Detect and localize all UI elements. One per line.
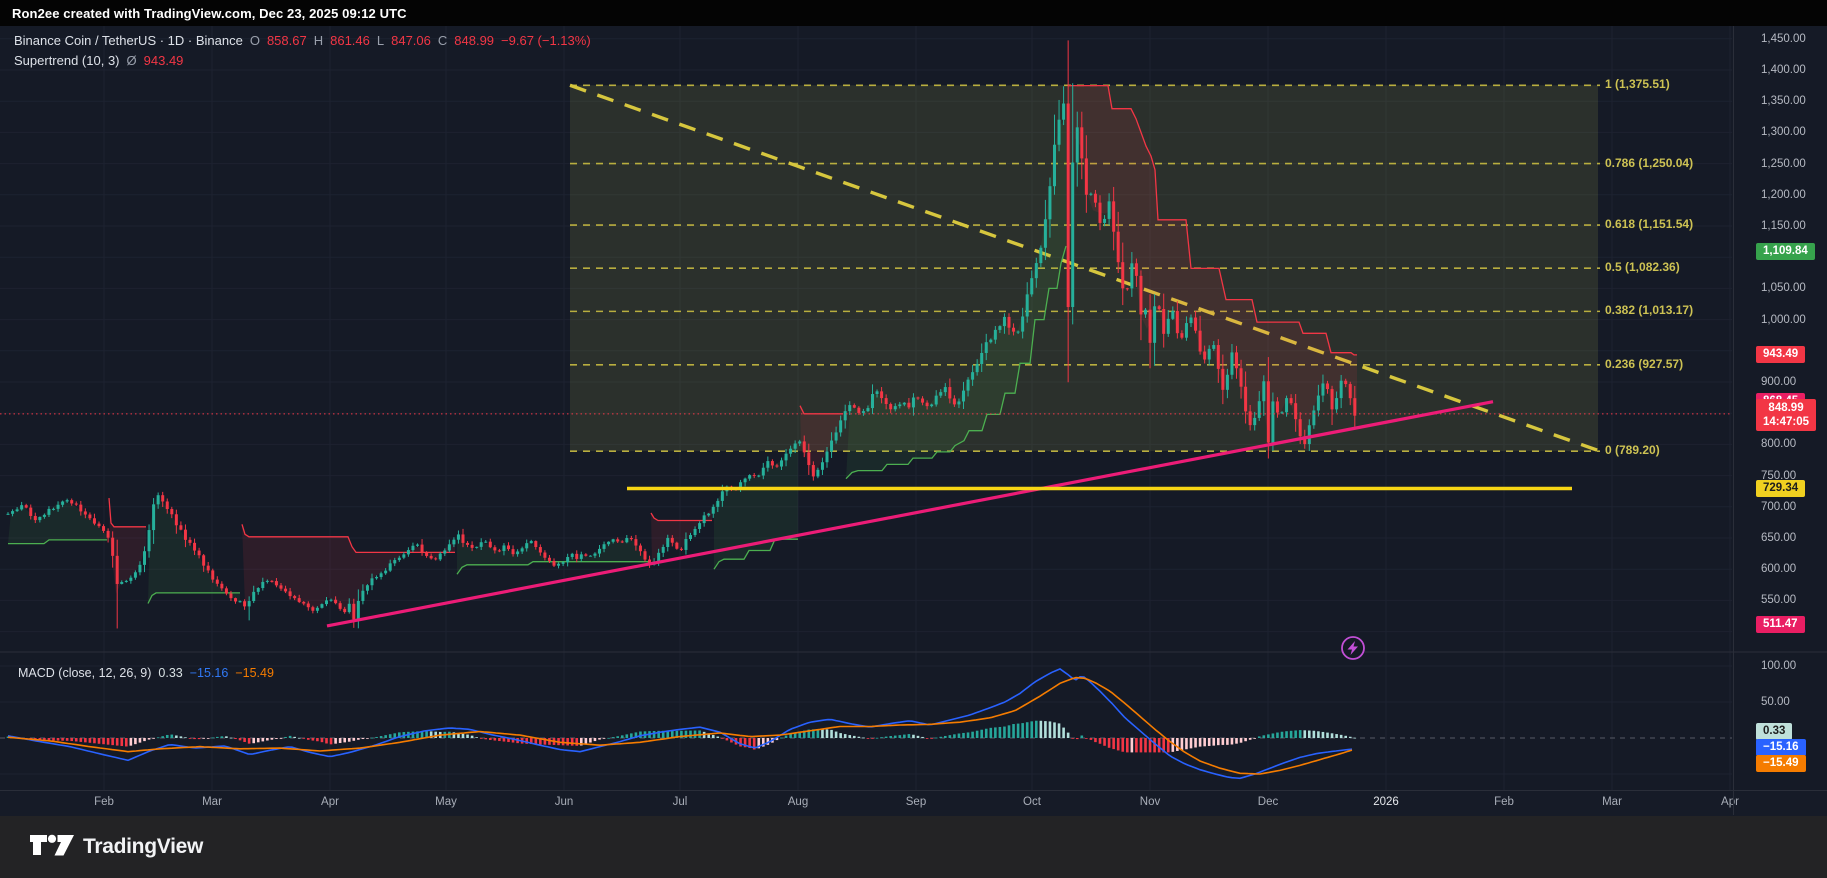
price-tick: 1,400.00 [1761, 64, 1806, 76]
magenta-trendline[interactable] [326, 400, 1494, 628]
price-badge: 943.49 [1756, 346, 1806, 364]
tradingview-brand-text[interactable]: TradingView [83, 834, 204, 858]
supertrend-indicator [8, 84, 1357, 622]
supertrend-legend-seg-2: 943.49 [143, 53, 184, 68]
fib-trendline-dashed [569, 83, 1601, 453]
chart-canvas[interactable] [0, 26, 1827, 815]
time-tick-aug: Aug [787, 796, 809, 808]
time-tick-feb: Feb [1494, 796, 1514, 808]
time-tick-apr: Apr [321, 796, 339, 808]
fib-level-label-1: 0.786 (1,250.04) [1605, 155, 1694, 170]
symbol-legend-seg-5: L [376, 33, 385, 48]
time-tick-dec: Dec [1257, 796, 1279, 808]
price-tick: 1,200.00 [1761, 188, 1806, 201]
symbol-legend-seg-8: 848.99 [454, 33, 495, 48]
symbol-legend-seg-4: 861.46 [330, 33, 370, 48]
fib-level-label-4: 0.382 (1,013.17) [1605, 303, 1694, 318]
fib-level-label-0: 1 (1,375.51) [1605, 77, 1670, 92]
price-tick: 1,350.00 [1761, 95, 1806, 108]
attribution-bar: Ron2ee created with TradingView.com, Dec… [0, 0, 1827, 26]
price-badge: −15.16 [1756, 738, 1806, 756]
macd-legend-seg-3: −15.49 [235, 666, 274, 680]
price-tick: 1,250.00 [1761, 157, 1806, 170]
price-badge: 0.33 [1756, 722, 1793, 740]
macd-legend[interactable]: MACD (close, 12, 26, 9) 0.33 −15.16 −15.49 [18, 666, 274, 680]
symbol-legend-seg-6: 847.06 [391, 33, 431, 48]
time-tick-mar: Mar [202, 796, 222, 808]
price-badge: −15.49 [1756, 754, 1806, 772]
supertrend-legend[interactable]: Supertrend (10, 3) Ø 943.49 [14, 53, 183, 68]
time-axis[interactable]: Feb Mar Apr May Jun Jul Aug Sep Oct Nov Dec 2026 Feb… [0, 790, 1827, 816]
price-tick: 1,300.00 [1761, 126, 1806, 139]
footer-bar: TradingView [0, 815, 1827, 878]
macd-legend-seg-0: MACD (close, 12, 26, 9) [18, 666, 152, 680]
time-tick-jun: Jun [554, 796, 574, 808]
attribution-text: Ron2ee created with TradingView.com, Dec… [12, 5, 407, 21]
tradingview-logo-icon[interactable] [30, 834, 74, 860]
price-tick: 1,450.00 [1761, 32, 1806, 45]
price-tick: 550.00 [1761, 594, 1797, 607]
time-tick-jul: Jul [672, 796, 688, 808]
fib-level-label-6: 0 (789.20) [1605, 443, 1660, 458]
symbol-legend-seg-0: Binance Coin / TetherUS · 1D · Binance [14, 33, 243, 48]
price-tick: 650.00 [1761, 532, 1797, 544]
supertrend-legend-seg-1: Ø [126, 53, 137, 68]
symbol-legend-seg-3: H [313, 33, 324, 48]
price-tick: 1,150.00 [1761, 220, 1806, 232]
fib-level-label-2: 0.618 (1,151.54) [1605, 217, 1694, 232]
price-tick: 700.00 [1761, 500, 1797, 513]
chart-area[interactable]: Binance Coin / TetherUS · 1D · Binance O 8… [0, 26, 1827, 816]
price-badge: 1,109.84 [1756, 242, 1815, 260]
supertrend-legend-seg-0: Supertrend (10, 3) [14, 53, 120, 68]
macd-pane [0, 667, 1732, 780]
price-tick: 750.00 [1761, 469, 1797, 482]
price-tick: 600.00 [1761, 563, 1797, 576]
macd-tick: 50.00 [1761, 696, 1790, 708]
price-badge: 729.34 [1756, 479, 1806, 497]
time-tick-may: May [435, 796, 457, 808]
time-tick-oct: Oct [1023, 796, 1041, 808]
symbol-legend-seg-9: −9.67 (−1.13%) [501, 33, 591, 48]
time-tick-nov: Nov [1139, 796, 1161, 808]
fib-retracement[interactable] [569, 83, 1601, 453]
macd-legend-seg-2: −15.16 [189, 666, 229, 680]
price-badge: 511.47 [1756, 615, 1805, 633]
fib-level-label-3: 0.5 (1,082.36) [1605, 260, 1680, 275]
symbol-legend-seg-1: O [249, 33, 260, 48]
price-axis[interactable]: 1,450.00 1,400.00 1,350.00 1,300.00 1,250.00… [1733, 26, 1827, 815]
price-tick: 800.00 [1761, 438, 1797, 451]
macd-legend-seg-1: 0.33 [158, 666, 183, 680]
price-tick: 900.00 [1761, 376, 1797, 388]
candlesticks [6, 40, 1357, 629]
time-tick-mar: Mar [1602, 796, 1622, 808]
fib-level-label-5: 0.236 (927.57) [1605, 356, 1684, 371]
time-tick-feb: Feb [94, 796, 114, 808]
symbol-legend-seg-7: C [437, 33, 448, 48]
macd-signal-line [7, 676, 1353, 775]
time-tick-sep: Sep [905, 796, 927, 808]
flash-icon[interactable] [1341, 636, 1365, 660]
symbol-legend-seg-2: 858.67 [266, 33, 307, 48]
price-badge: 848.99 14:47:05 [1756, 398, 1817, 431]
price-tick: 1,050.00 [1761, 282, 1806, 295]
price-tick: 1,000.00 [1761, 313, 1806, 326]
symbol-legend[interactable]: Binance Coin / TetherUS · 1D · Binance O 8… [14, 33, 591, 48]
grid [0, 26, 1732, 790]
time-tick-apr: Apr [1721, 796, 1739, 808]
time-tick-2026: 2026 [1373, 796, 1399, 808]
macd-tick: 100.00 [1761, 660, 1797, 672]
